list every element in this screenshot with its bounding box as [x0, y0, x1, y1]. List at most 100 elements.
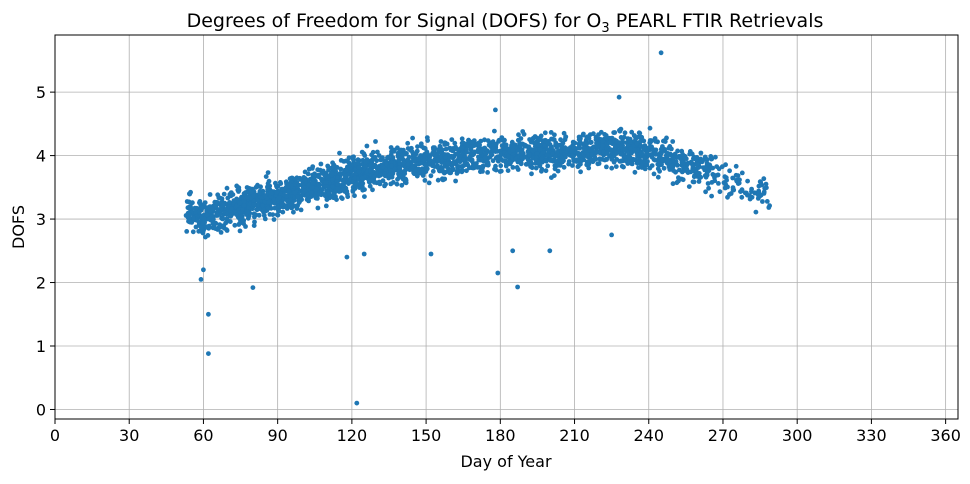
data-point [708, 156, 714, 162]
data-point [526, 145, 532, 151]
data-point [196, 209, 202, 215]
x-axis-label: Day of Year [460, 452, 551, 471]
data-point [251, 193, 256, 199]
data-point [499, 135, 505, 141]
data-point [683, 156, 689, 162]
data-point [588, 140, 593, 146]
data-point [284, 197, 290, 203]
data-point [201, 267, 206, 273]
data-point [578, 157, 584, 163]
data-point [346, 155, 352, 161]
data-point [187, 219, 193, 225]
data-point [274, 212, 280, 218]
data-point [447, 170, 453, 176]
data-point [228, 193, 234, 199]
data-point [453, 178, 458, 184]
data-point [401, 160, 407, 166]
data-point [528, 159, 533, 165]
data-point [657, 168, 662, 174]
data-point [206, 311, 211, 317]
data-point [412, 167, 418, 173]
data-point [211, 221, 217, 227]
data-point [593, 137, 599, 143]
data-point [262, 193, 268, 199]
data-point [251, 202, 257, 208]
data-point [385, 154, 391, 160]
data-point [286, 183, 292, 189]
data-point [760, 199, 765, 204]
data-point [576, 163, 581, 169]
data-point [646, 152, 651, 158]
x-tick-label: 150 [411, 426, 442, 445]
data-point [519, 155, 524, 161]
data-point [542, 130, 548, 136]
data-point [622, 130, 628, 136]
data-point [326, 191, 332, 197]
data-point [289, 205, 295, 211]
data-point [363, 159, 369, 165]
data-point [703, 164, 709, 170]
data-point [536, 142, 542, 148]
data-point [504, 160, 510, 166]
data-point [202, 200, 208, 206]
data-point [295, 194, 300, 200]
data-point [519, 150, 525, 156]
data-point [560, 140, 566, 146]
data-point [410, 163, 416, 169]
data-point [360, 181, 366, 186]
data-point [763, 181, 769, 187]
chart-title-subscript: 3 [601, 21, 609, 36]
data-point [727, 168, 732, 174]
data-point [629, 150, 634, 156]
data-point [186, 199, 192, 205]
data-point [439, 166, 445, 172]
data-point [482, 155, 488, 161]
data-point [247, 186, 253, 192]
data-point [220, 216, 226, 222]
data-point [691, 179, 697, 185]
data-point [330, 192, 336, 198]
x-tick-label: 300 [782, 426, 813, 445]
data-point [271, 197, 277, 203]
data-point [431, 160, 436, 166]
data-point [435, 177, 441, 183]
data-point [421, 157, 427, 163]
y-tick-label: 1 [36, 337, 46, 356]
data-point [356, 165, 362, 170]
data-point [597, 150, 603, 155]
data-point [695, 171, 701, 177]
data-point [518, 136, 524, 141]
data-point [576, 137, 582, 143]
chart-title-main: Degrees of Freedom for Signal (DOFS) for… [187, 10, 602, 32]
data-point [291, 209, 296, 215]
data-point [733, 172, 739, 178]
data-point [416, 156, 421, 162]
data-point [764, 199, 770, 204]
data-point [207, 208, 213, 214]
data-point [670, 139, 676, 144]
data-point [734, 177, 739, 183]
data-point [398, 174, 404, 179]
data-point [213, 226, 218, 232]
data-point [761, 189, 767, 195]
data-point [241, 203, 247, 209]
data-point [310, 172, 316, 178]
data-point [255, 202, 260, 208]
data-point [260, 203, 265, 209]
data-point [584, 141, 590, 146]
data-point [745, 178, 750, 184]
data-point [530, 155, 535, 161]
data-point [542, 143, 547, 148]
chart-title-rest: PEARL FTIR Retrievals [610, 10, 824, 32]
x-tick-label: 120 [337, 426, 368, 445]
data-point [561, 164, 567, 170]
data-point [261, 213, 267, 218]
data-point [711, 172, 717, 178]
data-point [298, 207, 304, 213]
data-point [435, 147, 441, 153]
grid [54, 35, 958, 419]
data-point [306, 166, 312, 172]
data-point [258, 184, 263, 190]
data-point [597, 156, 603, 162]
data-point [569, 149, 575, 154]
